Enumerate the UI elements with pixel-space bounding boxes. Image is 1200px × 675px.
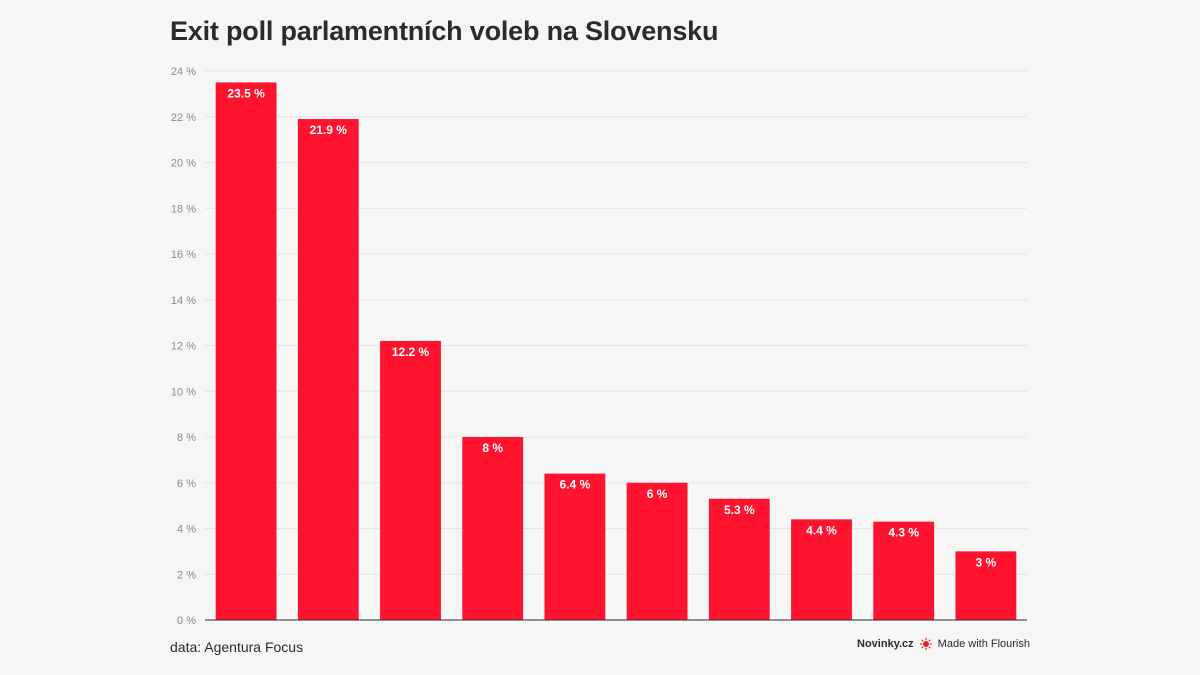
bar[interactable] xyxy=(297,119,359,620)
bar[interactable] xyxy=(626,482,688,620)
bar-value-label: 21.9 % xyxy=(310,123,348,137)
bar-value-label: 4.3 % xyxy=(888,526,919,540)
y-tick-label: 4 % xyxy=(177,524,196,536)
y-tick-label: 10 % xyxy=(171,386,196,398)
footer-brand: Novinky.cz Made with Flourish xyxy=(857,638,1030,650)
flourish-credit-link[interactable]: Made with Flourish xyxy=(937,638,1030,650)
y-tick-label: 2 % xyxy=(177,569,196,581)
flourish-icon xyxy=(919,638,932,650)
y-tick-label: 12 % xyxy=(171,341,196,353)
data-labels: 23.5 % 21.9 % 12.2 % 8 % 6.4 % 6 % 5.3 % 4.4 % 4… xyxy=(227,86,996,569)
y-tick-label: 14 % xyxy=(171,295,196,307)
bar-value-label: 6 % xyxy=(647,487,668,501)
publisher-logo[interactable]: Novinky.cz xyxy=(857,638,914,650)
y-tick-label: 20 % xyxy=(171,158,196,170)
bar[interactable] xyxy=(708,498,770,620)
y-tick-label: 8 % xyxy=(177,432,196,444)
bar-value-label: 3 % xyxy=(976,555,997,569)
y-tick-label: 0 % xyxy=(177,615,196,627)
bar[interactable] xyxy=(215,82,277,620)
y-tick-label: 6 % xyxy=(177,478,196,490)
bar-value-label: 4.4 % xyxy=(806,523,837,537)
bar-value-label: 6.4 % xyxy=(560,478,591,492)
bar-value-label: 23.5 % xyxy=(227,86,265,100)
source-note: data: Agentura Focus xyxy=(170,639,304,655)
bar[interactable] xyxy=(873,521,935,620)
y-tick-label: 22 % xyxy=(171,112,196,124)
bar-value-label: 8 % xyxy=(482,441,503,455)
bar[interactable] xyxy=(955,551,1017,620)
bar-value-label: 12.2 % xyxy=(392,345,430,359)
y-tick-label: 18 % xyxy=(171,203,196,215)
y-tick-label: 24 % xyxy=(171,66,196,78)
bar-value-label: 5.3 % xyxy=(724,503,755,517)
chart-title: Exit poll parlamentních voleb na Slovens… xyxy=(170,16,719,46)
bar[interactable] xyxy=(380,340,441,620)
bar[interactable] xyxy=(544,473,606,620)
bar[interactable] xyxy=(791,519,852,620)
y-tick-label: 16 % xyxy=(171,249,196,261)
bar[interactable] xyxy=(462,437,524,620)
y-axis: 0 % 2 % 4 % 6 % 8 % 10 % 12 % 14 % 16 % 18 % 20 % 2… xyxy=(171,66,196,627)
bars xyxy=(215,82,1017,620)
